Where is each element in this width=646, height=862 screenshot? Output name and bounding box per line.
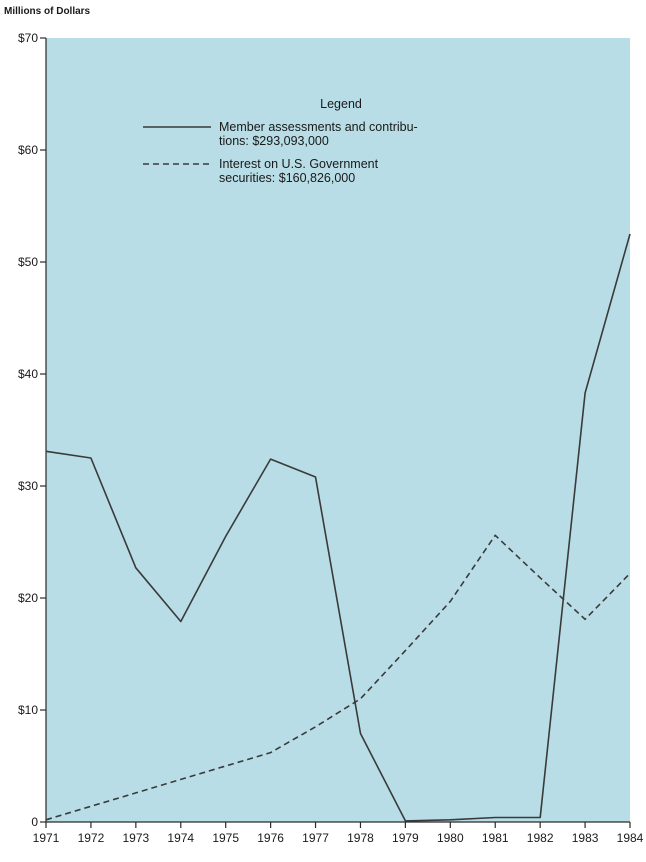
- x-tick-label: 1982: [527, 831, 554, 845]
- x-tick-label: 1980: [437, 831, 464, 845]
- x-tick-label: 1979: [392, 831, 419, 845]
- y-tick-label: $10: [18, 703, 38, 717]
- x-tick-label: 1978: [347, 831, 374, 845]
- legend-label-series-2: securities: $160,826,000: [219, 171, 355, 185]
- x-tick-label: 1983: [572, 831, 599, 845]
- y-tick-label: $50: [18, 255, 38, 269]
- y-tick-label: $30: [18, 479, 38, 493]
- legend-label-series-1: Member assessments and contribu-: [219, 120, 418, 134]
- x-tick-label: 1974: [167, 831, 194, 845]
- plot-area: [46, 38, 630, 822]
- y-tick-label: $70: [18, 31, 38, 45]
- x-tick-label: 1975: [212, 831, 239, 845]
- x-tick-label: 1984: [617, 831, 644, 845]
- legend-label-series-1: tions: $293,093,000: [219, 134, 329, 148]
- x-tick-label: 1977: [302, 831, 329, 845]
- y-tick-label: $40: [18, 367, 38, 381]
- y-axis-unit-label: Millions of Dollars: [4, 6, 90, 17]
- x-tick-label: 1981: [482, 831, 509, 845]
- legend-title: Legend: [320, 97, 362, 111]
- x-tick-label: 1972: [78, 831, 105, 845]
- x-tick-label: 1973: [122, 831, 149, 845]
- x-tick-label: 1971: [33, 831, 60, 845]
- x-tick-label: 1976: [257, 831, 284, 845]
- legend-label-series-2: Interest on U.S. Government: [219, 157, 379, 171]
- y-tick-label: $60: [18, 143, 38, 157]
- y-tick-label: 0: [31, 815, 38, 829]
- y-tick-label: $20: [18, 591, 38, 605]
